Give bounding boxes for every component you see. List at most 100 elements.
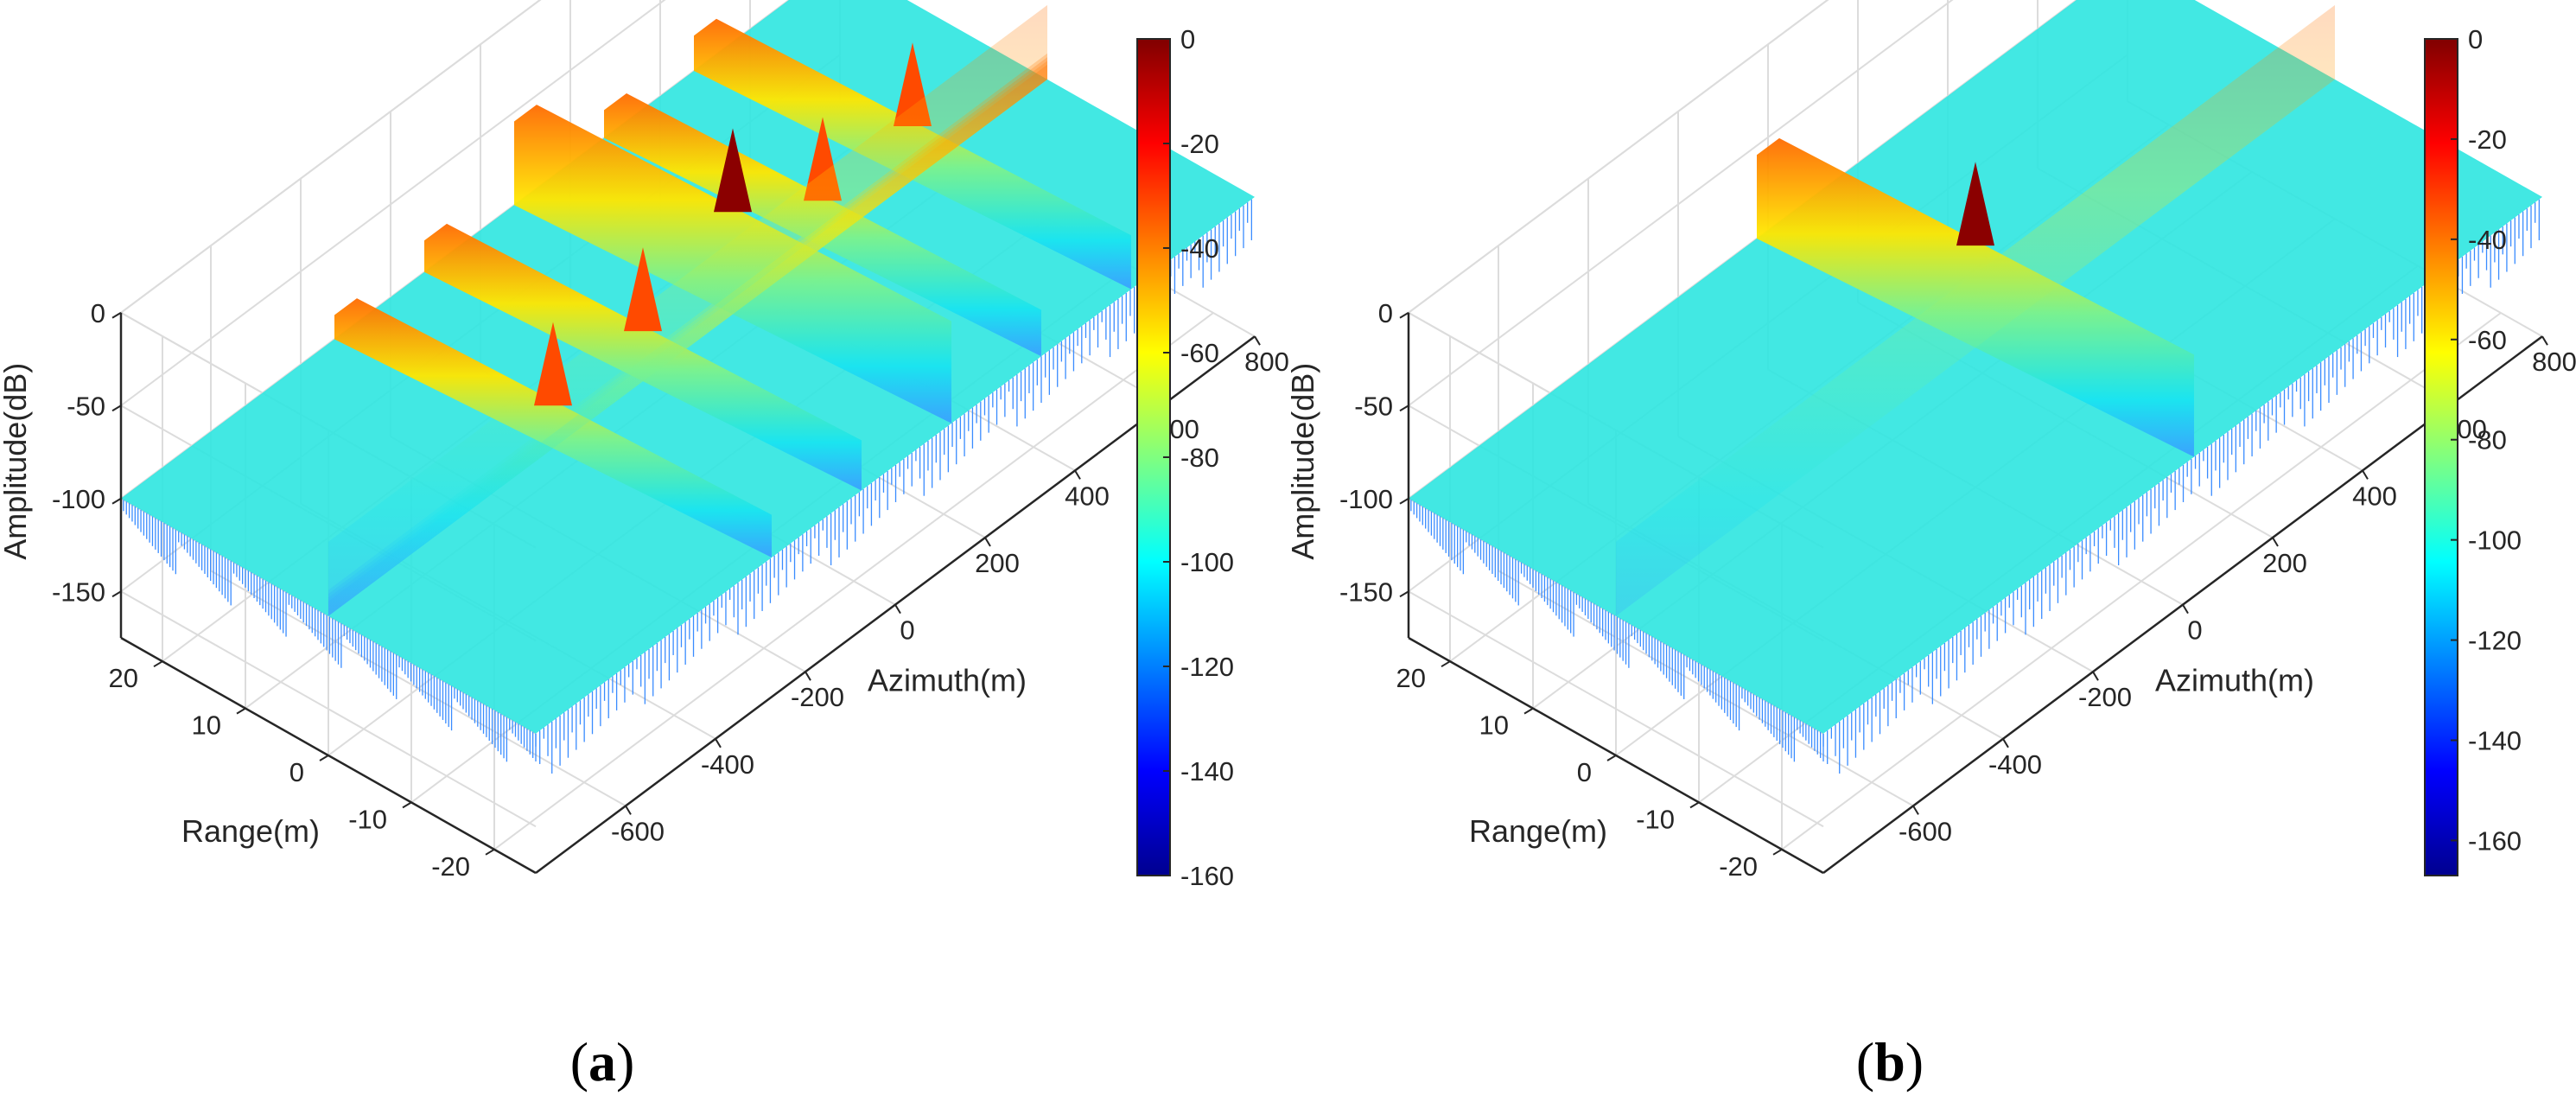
azimuth-tick: [2092, 671, 2099, 681]
colorbar-tick-label: -120: [1180, 652, 1234, 682]
range-tick-label: 10: [1479, 710, 1509, 741]
azimuth-tick: [984, 537, 991, 547]
colorbar-b: 0 -20 -40 -60 -80 -100 -120 -140 -160: [2424, 24, 2522, 876]
z-tick: [1399, 311, 1409, 319]
azimuth-tick: [2272, 537, 2279, 547]
gridline: [1781, 312, 2502, 850]
range-tick-label: -10: [1636, 804, 1675, 834]
z-tick-label: -100: [1339, 484, 1393, 514]
azimuth-axis-label: Azimuth(m): [868, 663, 1027, 698]
caption-a: (a): [570, 1031, 635, 1092]
z-tick: [111, 590, 122, 598]
z-tick-label: 0: [91, 298, 105, 328]
noise-spikes: [123, 199, 1253, 774]
panel-b: -600 -400 -200 0 200 400 600 800 20 10 0 -10 -20 0 -50…: [1285, 0, 2576, 1102]
azimuth-tick: [894, 604, 901, 615]
axes-a: -600-400-200020040060080020100-10-200-50…: [0, 298, 1289, 882]
azimuth-ridge: [328, 64, 1047, 616]
z-tick: [111, 497, 122, 505]
range-tick: [402, 801, 412, 809]
range-tick-label: 10: [192, 710, 221, 741]
range-tick-label: -20: [431, 851, 470, 882]
peak-spike: [534, 322, 572, 406]
peak-spike: [714, 128, 752, 213]
range-tick: [1606, 755, 1617, 761]
colorbar-tick-label: -20: [2468, 124, 2507, 155]
range-ridge: [334, 298, 772, 557]
azimuth-tick: [805, 671, 811, 681]
range-tick: [1772, 848, 1783, 856]
z-tick-label: -150: [1339, 576, 1393, 607]
z-tick-label: 0: [1378, 298, 1393, 328]
noise-spikes: [1410, 199, 2541, 774]
range-tick: [153, 660, 163, 668]
gridline: [493, 312, 1214, 850]
svg-text:(b): (b): [1856, 1031, 1924, 1092]
surface-plot-b: -600-400-200020040060080020100-10-200-50…: [1285, 0, 2576, 1092]
peak-spike: [624, 247, 662, 332]
caption-letter-b: b: [1874, 1031, 1905, 1092]
azimuth-tick-label: -600: [1899, 816, 1952, 846]
caption-b: (b): [1856, 1031, 1924, 1092]
colorbar-tick-label: -80: [2468, 425, 2507, 455]
colorbar-gradient: [2424, 38, 2458, 876]
z-tick: [1399, 404, 1409, 412]
colorbar-tick-label: -40: [1180, 233, 1219, 264]
colorbar-tick-label: -100: [2468, 526, 2522, 556]
azimuth-tick-label: -400: [701, 749, 754, 780]
z-tick: [1399, 590, 1409, 598]
range-tick-label: 0: [289, 757, 304, 787]
azimuth-tick-label: 0: [900, 615, 914, 646]
surface-floor: [1409, 0, 2542, 734]
svg-text:(a): (a): [570, 1031, 635, 1092]
gridline: [1408, 590, 1824, 828]
azimuth-tick: [1254, 335, 1261, 346]
range-tick: [236, 707, 246, 715]
azimuth-tick: [2362, 469, 2369, 480]
peak-spike: [1956, 162, 1994, 246]
colorbar-tick-label: -160: [1180, 861, 1234, 891]
colorbar-tick-label: -160: [2468, 825, 2522, 856]
z-tick-label: -50: [1354, 391, 1393, 421]
range-tick-label: -10: [348, 804, 387, 834]
range-tick-label: 0: [1577, 757, 1592, 787]
surface-a: [121, 0, 1255, 774]
range-tick: [1441, 660, 1451, 668]
azimuth-tick-label: 800: [2532, 347, 2576, 377]
azimuth-tick-label: -200: [791, 682, 844, 712]
range-tick-label: 20: [109, 663, 138, 693]
axes-b: -600-400-200020040060080020100-10-200-50…: [1285, 298, 2576, 882]
gridline: [120, 0, 666, 407]
range-tick: [319, 755, 329, 761]
range-axis-label: Range(m): [181, 813, 320, 849]
azimuth-tick-label: -400: [1988, 749, 2042, 780]
colorbar-tick-label: -60: [1180, 338, 1219, 368]
azimuth-tick: [2182, 604, 2189, 615]
z-tick: [1399, 497, 1409, 505]
surface-b: [1409, 0, 2542, 774]
peak-5: [328, 64, 1047, 616]
colorbar-tick-label: -40: [2468, 225, 2507, 255]
colorbar-a: 0 -20 -40 -60 -80 -100 -120 -140 -160: [1136, 24, 1234, 891]
gridline: [1408, 0, 1954, 407]
azimuth-tick: [2002, 738, 2009, 748]
range-tick: [1523, 707, 1534, 715]
azimuth-axis-label: Azimuth(m): [2155, 663, 2314, 698]
z-tick-label: -150: [52, 576, 105, 607]
panel-a: -600 -400 -200 0 200 400 600 800 20 10 0 -10 -20 0 -50…: [0, 0, 1289, 1092]
azimuth-tick-label: 400: [2352, 481, 2397, 511]
azimuth-tick: [1074, 469, 1081, 480]
colorbar-tick-label: -120: [2468, 626, 2522, 656]
azimuth-tick-label: 800: [1244, 347, 1289, 377]
azimuth-tick: [2541, 335, 2548, 346]
range-ridge: [424, 223, 862, 491]
azimuth-tick-label: -600: [611, 816, 665, 846]
colorbar-tick-label: -80: [1180, 443, 1219, 473]
range-tick-label: 20: [1396, 663, 1426, 693]
z-axis-label: Amplitude(dB): [0, 363, 33, 560]
colorbar-tick-label: 0: [2468, 24, 2483, 54]
z-axis-label: Amplitude(dB): [1285, 363, 1320, 560]
peak-1: [1616, 4, 2335, 616]
range-tick: [1689, 801, 1700, 809]
colorbar-tick-label: -20: [1180, 129, 1219, 159]
